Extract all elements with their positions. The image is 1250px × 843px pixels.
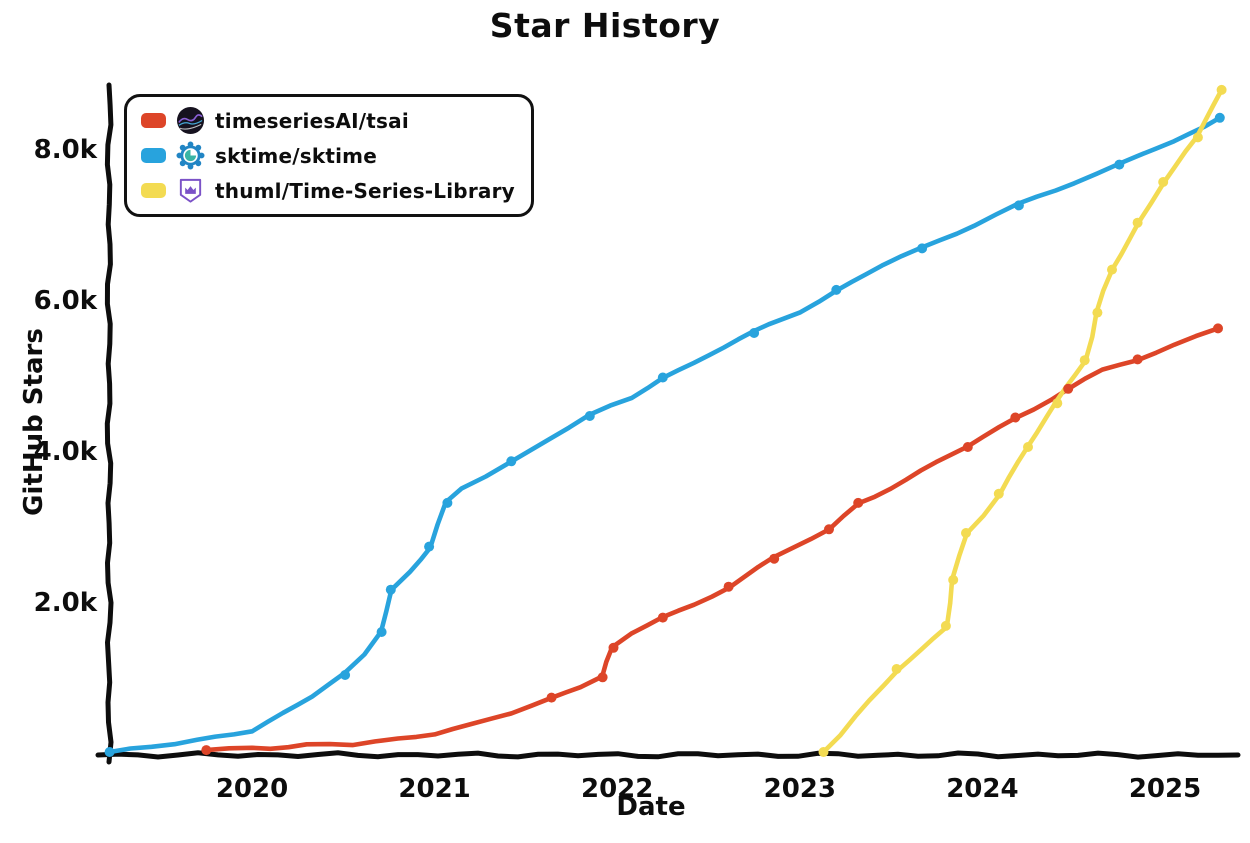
data-point bbox=[1132, 354, 1143, 365]
data-point bbox=[506, 456, 517, 467]
data-point bbox=[597, 672, 608, 683]
y-tick-label: 8.0k bbox=[34, 135, 98, 165]
data-point bbox=[1079, 355, 1090, 366]
data-point bbox=[1158, 177, 1169, 187]
y-axis-line bbox=[104, 82, 114, 765]
data-point bbox=[940, 620, 951, 631]
data-point bbox=[608, 642, 619, 653]
x-tick-label: 2022 bbox=[581, 774, 653, 804]
data-point bbox=[853, 497, 864, 508]
x-tick-label: 2021 bbox=[398, 774, 470, 804]
data-point bbox=[1214, 112, 1225, 123]
thuml-avatar-icon bbox=[179, 178, 202, 203]
data-point bbox=[584, 411, 595, 421]
x-tick-label: 2025 bbox=[1129, 774, 1201, 804]
data-point bbox=[749, 328, 760, 338]
data-point bbox=[657, 612, 668, 623]
chart-title: Star History bbox=[489, 6, 721, 45]
data-point bbox=[824, 524, 834, 535]
x-tick-label: 2020 bbox=[216, 774, 288, 804]
data-point bbox=[1013, 200, 1024, 211]
data-point bbox=[657, 372, 668, 383]
y-axis-title: GitHub Stars bbox=[19, 328, 49, 516]
y-tick-label: 2.0k bbox=[34, 588, 98, 618]
data-point bbox=[1092, 307, 1103, 318]
legend-item-sktime: sktime/sktime bbox=[141, 139, 517, 172]
data-point bbox=[723, 581, 734, 592]
x-tick-label: 2023 bbox=[764, 774, 836, 804]
legend-label: sktime/sktime bbox=[215, 143, 377, 168]
data-point bbox=[201, 745, 212, 756]
data-point bbox=[818, 747, 829, 757]
data-point bbox=[546, 692, 557, 703]
data-point bbox=[1063, 383, 1074, 394]
x-axis-title: Date bbox=[616, 792, 686, 822]
data-point bbox=[1052, 398, 1063, 409]
data-point bbox=[993, 488, 1004, 499]
data-point bbox=[104, 747, 115, 757]
legend-item-tslib: thuml/Time-Series-Library bbox=[141, 174, 517, 207]
data-point bbox=[376, 627, 387, 637]
x-axis-line bbox=[95, 750, 1241, 760]
data-point bbox=[1107, 264, 1117, 275]
data-point bbox=[340, 670, 351, 680]
data-point bbox=[961, 528, 971, 538]
tslib-color-swatch bbox=[141, 183, 166, 198]
legend: timeseriesAI/tsai sktime/sktime bbox=[124, 94, 534, 217]
legend-label: thuml/Time-Series-Library bbox=[215, 178, 515, 203]
y-tick-label: 6.0k bbox=[34, 286, 98, 316]
data-point bbox=[424, 541, 435, 552]
data-point bbox=[917, 243, 928, 254]
sktime-color-swatch bbox=[141, 148, 166, 163]
data-point bbox=[1192, 132, 1203, 143]
legend-item-tsai: timeseriesAI/tsai bbox=[141, 104, 517, 137]
data-point bbox=[1010, 412, 1021, 423]
data-point bbox=[831, 284, 842, 295]
tsai-color-swatch bbox=[141, 113, 166, 128]
data-point bbox=[1114, 159, 1125, 170]
series-line-thuml bbox=[821, 87, 1224, 755]
data-point bbox=[769, 553, 780, 564]
tsai-avatar-icon bbox=[176, 106, 205, 135]
data-point bbox=[1132, 217, 1143, 228]
data-point bbox=[385, 584, 396, 595]
data-point bbox=[962, 442, 973, 452]
data-point bbox=[1213, 323, 1223, 334]
data-point bbox=[891, 664, 902, 674]
sktime-avatar-icon bbox=[176, 141, 205, 170]
y-tick-label: 4.0k bbox=[34, 437, 98, 467]
data-point bbox=[1023, 442, 1033, 452]
legend-label: timeseriesAI/tsai bbox=[215, 108, 409, 133]
data-point bbox=[948, 574, 959, 585]
x-tick-label: 2024 bbox=[946, 774, 1018, 804]
data-point bbox=[442, 497, 453, 508]
data-point bbox=[1216, 84, 1227, 95]
